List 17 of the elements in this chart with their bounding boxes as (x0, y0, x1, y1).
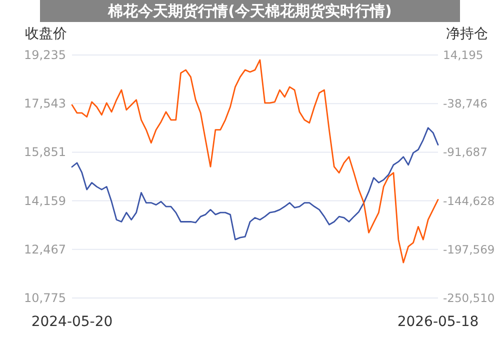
y2-tick-label: -197,569 (443, 242, 495, 256)
y-axis-title: 收盘价 (25, 26, 67, 42)
y-tick-label: 15,851 (24, 145, 66, 160)
y-tick-label: 17,543 (24, 96, 66, 111)
y2-tick-label: 14,195 (443, 48, 484, 62)
title: 棉花今天期货行情(今天棉花期货实时行情) (40, 0, 460, 22)
y2-axis-title: 净持仓 (446, 26, 488, 42)
y-tick-label: 19,235 (24, 48, 66, 62)
y2-tick-label: -250,510 (443, 291, 495, 305)
y2-tick-label: -91,687 (443, 145, 488, 160)
y2-tick-label: -144,628 (443, 194, 495, 208)
x-tick-label: 2024-05-20 (31, 314, 113, 330)
y-tick-label: 12,467 (24, 242, 66, 256)
y-tick-label: 10,775 (24, 291, 66, 305)
y2-tick-label: -38,746 (443, 96, 488, 111)
y-tick-label: 14,159 (24, 194, 66, 208)
x-tick-label: 2026-05-18 (397, 314, 479, 330)
